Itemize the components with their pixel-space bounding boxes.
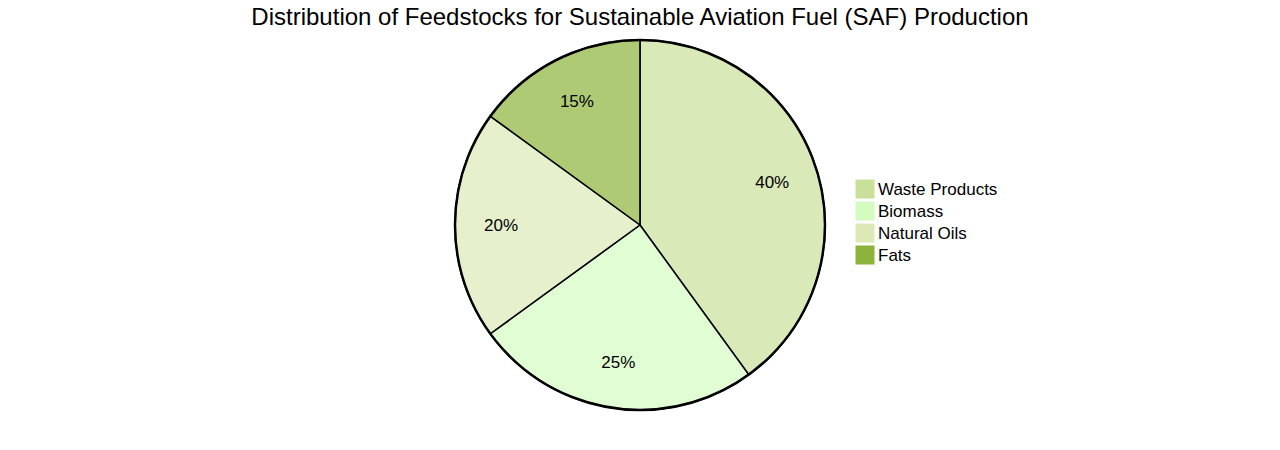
legend-label: Biomass <box>878 202 943 221</box>
slices <box>455 40 825 410</box>
chart: Distribution of Feedstocks for Sustainab… <box>0 0 1280 450</box>
legend-label: Fats <box>878 246 911 265</box>
legend-swatch <box>856 180 874 198</box>
legend-label: Natural Oils <box>878 224 967 243</box>
data-label: 15% <box>560 92 594 111</box>
pie-slice <box>490 40 640 225</box>
legend-swatch <box>856 246 874 264</box>
title: Distribution of Feedstocks for Sustainab… <box>251 3 1028 30</box>
legend: Waste Products Biomass Natural Oils Fats <box>856 180 997 265</box>
data-label: 40% <box>755 173 789 192</box>
legend-label: Waste Products <box>878 180 997 199</box>
pie-outline <box>455 40 825 410</box>
data-label: 20% <box>484 216 518 235</box>
legend-swatch <box>856 202 874 220</box>
data-label: 25% <box>601 353 635 372</box>
legend-swatch <box>856 224 874 242</box>
